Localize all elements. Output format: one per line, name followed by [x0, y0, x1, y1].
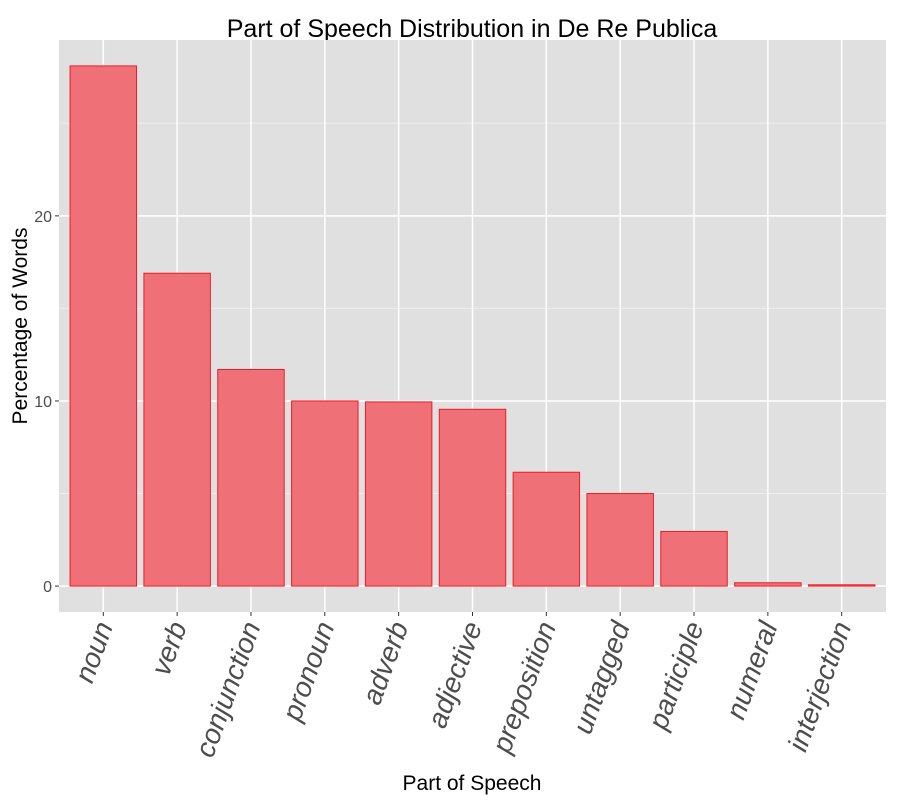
x-tick-label-pronoun: pronoun — [276, 617, 341, 725]
bar-pronoun — [291, 400, 359, 587]
x-tick-label-numeral: numeral — [720, 617, 784, 723]
x-tick-label-adverb: adverb — [356, 617, 414, 708]
y-tick-label: 20 — [34, 209, 52, 226]
bar-conjunction — [217, 369, 285, 587]
y-axis-title: Percentage of Words — [9, 228, 32, 425]
bars — [69, 65, 876, 587]
x-tick-label-interjection: interjection — [782, 617, 857, 755]
bar-noun — [69, 65, 138, 587]
x-tick-label-conjunction: conjunction — [189, 617, 267, 761]
x-tick-label-adjective: adjective — [421, 617, 488, 731]
bar-interjection — [807, 584, 876, 587]
bar-untagged — [586, 493, 654, 587]
bar-adjective — [438, 408, 507, 587]
x-tick-label-participle: participle — [642, 617, 710, 734]
y-tick-label: 0 — [43, 579, 52, 596]
x-tick-label-preposition: preposition — [486, 617, 562, 757]
x-tick-label-untagged: untagged — [567, 616, 637, 738]
bar-participle — [660, 530, 728, 587]
bar-adverb — [364, 401, 433, 587]
x-tick-label-noun: noun — [69, 617, 119, 686]
y-axis-ticks: 0 10 20 — [34, 209, 59, 596]
x-axis-title: Part of Speech — [403, 772, 542, 795]
chart-title: Part of Speech Distribution in De Re Pub… — [227, 15, 718, 43]
bar-verb — [143, 272, 211, 587]
bar-preposition — [512, 471, 581, 587]
bar-numeral — [734, 582, 802, 587]
x-tick-label-verb: verb — [145, 617, 193, 679]
y-tick-label: 10 — [34, 394, 52, 411]
